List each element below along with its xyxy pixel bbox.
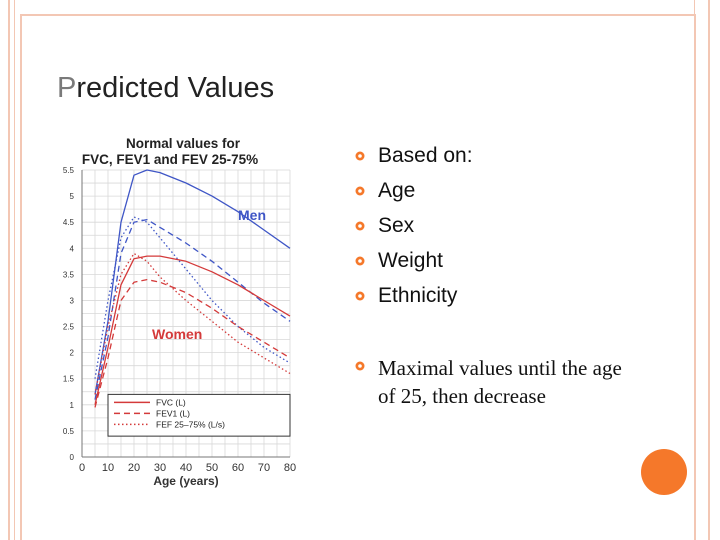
y-tick-label: 2.5 <box>63 323 75 332</box>
chart-tick-labels: 0 10 20 30 40 50 60 70 80 0 0.5 1 1.5 2 2.5 3 3.5 4 4.5 5 5.… <box>63 166 296 474</box>
series-line-women-dashed <box>94 278 291 408</box>
bullet-icon <box>355 186 365 196</box>
lung-function-chart: Normal values for FVC, FEV1 and FEV 25-7… <box>63 136 296 488</box>
bullet-item: Weight <box>355 249 443 273</box>
chart-series <box>94 169 291 408</box>
chart-title-line-2: FVC, FEV1 and FEV 25-75% <box>82 152 258 167</box>
x-tick-label: 30 <box>154 462 166 474</box>
bullet-text: Ethnicity <box>378 284 458 307</box>
decorative-orange-circle <box>641 449 687 495</box>
slide-title-rest: redicted Values <box>76 72 275 104</box>
bullet-text: Age <box>378 179 416 202</box>
y-tick-label: 2 <box>70 349 75 358</box>
bullet-item: Sex <box>355 214 414 238</box>
series-line-women-solid <box>94 255 291 405</box>
chart-x-axis-label: Age (years) <box>153 474 218 488</box>
x-tick-label: 0 <box>79 462 85 474</box>
frame-left-accent <box>14 0 15 540</box>
series-line-men-solid <box>94 169 291 395</box>
bullet-icon <box>355 221 365 231</box>
series-line-men-dashed <box>94 218 291 400</box>
bullet-item: Based on: <box>355 144 473 168</box>
y-tick-label: 4 <box>70 244 75 253</box>
legend-box <box>107 393 291 437</box>
bullet-text: Based on: <box>378 144 473 167</box>
bullet-text-conclusion: Maximal values until the age of 25, then… <box>378 356 622 408</box>
frame-right-accent <box>694 0 695 540</box>
bullet-icon <box>355 291 365 301</box>
bullet-icon <box>355 361 365 371</box>
bullet-text: Sex <box>378 214 415 237</box>
y-tick-label: 0.5 <box>63 427 75 436</box>
men-annotation: Men <box>238 207 266 223</box>
legend-label: FEV1 (L) <box>156 408 190 418</box>
bullet-text: Weight <box>378 249 443 272</box>
series-line-women-dotted <box>94 252 291 395</box>
y-tick-label: 0 <box>70 453 75 462</box>
slide-title: Predicted Values <box>57 72 274 105</box>
bullet-item: Age <box>355 179 415 203</box>
y-tick-label: 3 <box>70 296 75 305</box>
bullet-item: Ethnicity <box>355 284 457 308</box>
slide-frame-outer <box>8 0 710 540</box>
x-tick-label: 70 <box>258 462 270 474</box>
chart-axes <box>81 170 290 458</box>
y-tick-label: 1.5 <box>63 375 75 384</box>
slide-title-initial: P <box>57 72 77 104</box>
legend-label: FVC (L) <box>156 397 186 407</box>
y-tick-label: 1 <box>70 401 75 410</box>
y-tick-label: 3.5 <box>63 270 75 279</box>
x-tick-label: 20 <box>128 462 140 474</box>
women-annotation: Women <box>152 326 202 342</box>
x-tick-label: 10 <box>102 462 114 474</box>
bullet-icon <box>355 151 365 161</box>
y-tick-label: 5.5 <box>63 166 75 175</box>
x-tick-label: 50 <box>206 462 218 474</box>
bullet-icon <box>355 256 365 266</box>
slide-frame-inner <box>20 14 696 540</box>
x-tick-label: 40 <box>180 462 192 474</box>
chart-title-line-1: Normal values for <box>126 136 241 151</box>
y-tick-label: 5 <box>70 192 75 201</box>
y-tick-label: 4.5 <box>63 218 75 227</box>
bullet-item-conclusion: Maximal values until the age of 25, then… <box>355 354 638 410</box>
x-tick-label: 60 <box>232 462 244 474</box>
legend-label: FEF 25–75% (L/s) <box>156 419 225 429</box>
x-tick-label: 80 <box>284 462 296 474</box>
chart-legend: FVC (L)FEV1 (L)FEF 25–75% (L/s) <box>107 393 291 437</box>
